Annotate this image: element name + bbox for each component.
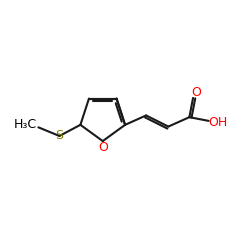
Text: H₃C: H₃C bbox=[14, 118, 37, 131]
Text: O: O bbox=[191, 86, 201, 99]
Text: OH: OH bbox=[208, 116, 228, 128]
Text: S: S bbox=[56, 130, 64, 142]
Text: O: O bbox=[98, 142, 108, 154]
